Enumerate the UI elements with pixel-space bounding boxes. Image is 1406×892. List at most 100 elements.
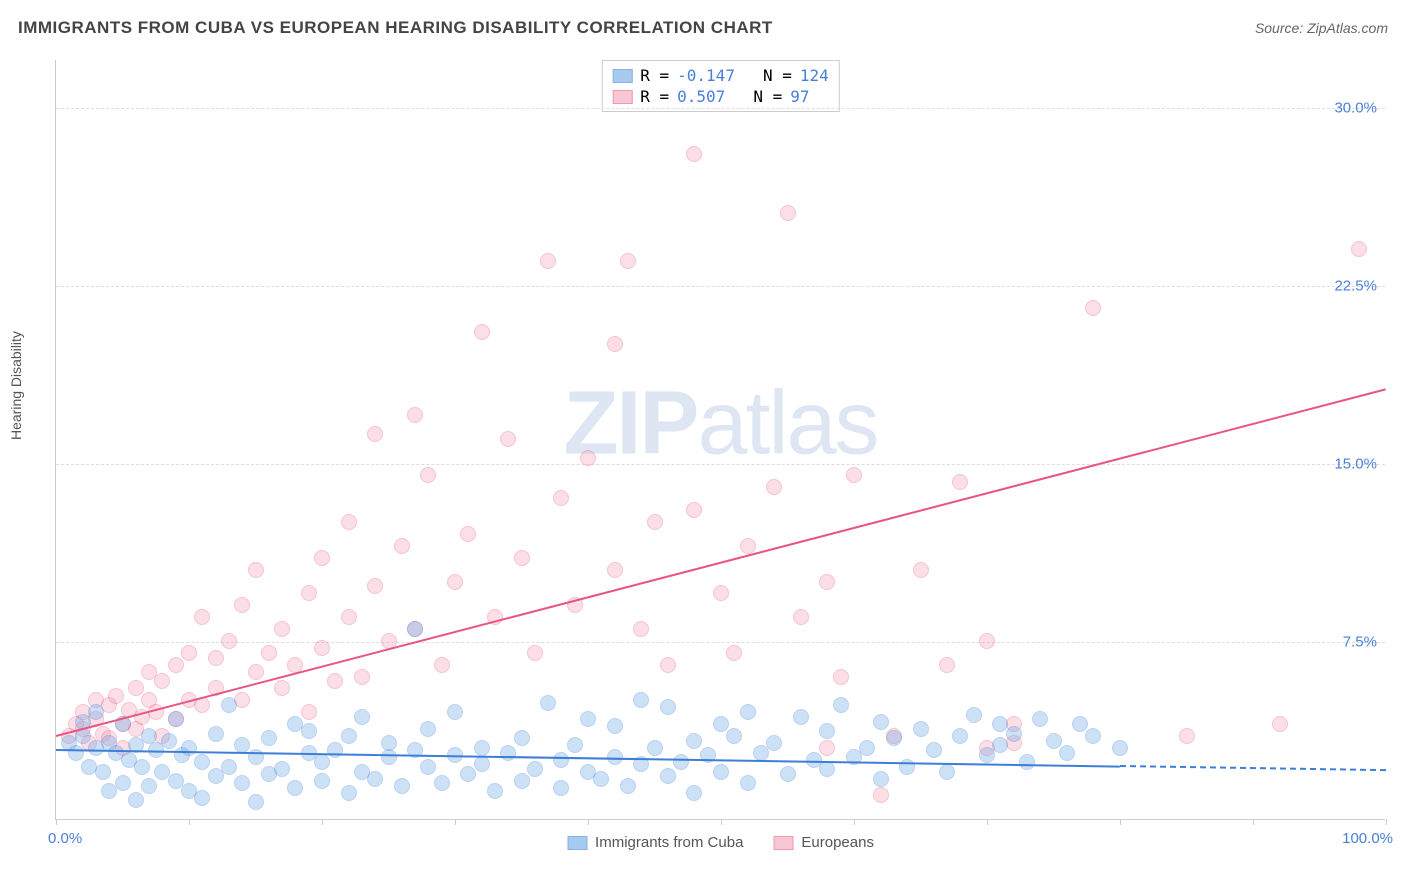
scatter-point-cuba [553, 752, 569, 768]
scatter-point-cuba [580, 711, 596, 727]
y-tick-label: 22.5% [1334, 277, 1377, 294]
scatter-point-cuba [992, 737, 1008, 753]
legend-row-europeans: R = 0.507 N = 97 [612, 86, 829, 107]
scatter-point-cuba [234, 775, 250, 791]
scatter-point-europeans [873, 787, 889, 803]
scatter-point-cuba [1112, 740, 1128, 756]
scatter-point-europeans [221, 633, 237, 649]
scatter-point-europeans [341, 609, 357, 625]
scatter-point-europeans [1085, 300, 1101, 316]
scatter-point-europeans [181, 645, 197, 661]
scatter-point-cuba [740, 704, 756, 720]
scatter-point-cuba [966, 707, 982, 723]
scatter-point-europeans [208, 650, 224, 666]
x-tick [987, 819, 988, 825]
scatter-point-cuba [819, 761, 835, 777]
grid-line [56, 108, 1385, 109]
scatter-point-europeans [780, 205, 796, 221]
x-tick [189, 819, 190, 825]
scatter-point-cuba [407, 621, 423, 637]
legend-swatch-cuba-bottom [567, 836, 587, 850]
scatter-point-europeans [274, 621, 290, 637]
scatter-point-europeans [607, 336, 623, 352]
scatter-point-europeans [607, 562, 623, 578]
scatter-point-europeans [647, 514, 663, 530]
scatter-point-cuba [95, 764, 111, 780]
scatter-point-cuba [514, 730, 530, 746]
scatter-point-europeans [846, 467, 862, 483]
scatter-point-cuba [381, 749, 397, 765]
r-label: R = [640, 66, 669, 85]
scatter-point-europeans [819, 574, 835, 590]
scatter-point-cuba [873, 714, 889, 730]
scatter-point-europeans [713, 585, 729, 601]
scatter-point-europeans [248, 562, 264, 578]
scatter-point-europeans [740, 538, 756, 554]
scatter-point-cuba [713, 716, 729, 732]
scatter-point-cuba [859, 740, 875, 756]
scatter-point-cuba [620, 778, 636, 794]
scatter-point-europeans [367, 426, 383, 442]
scatter-point-cuba [474, 740, 490, 756]
scatter-point-cuba [301, 723, 317, 739]
scatter-point-cuba [274, 761, 290, 777]
scatter-point-europeans [168, 657, 184, 673]
scatter-point-europeans [500, 431, 516, 447]
trend-line-cuba-dash [1120, 765, 1386, 771]
scatter-point-cuba [381, 735, 397, 751]
scatter-point-cuba [553, 780, 569, 796]
scatter-point-cuba [420, 721, 436, 737]
scatter-point-cuba [780, 766, 796, 782]
watermark: ZIPatlas [563, 373, 877, 476]
scatter-point-europeans [514, 550, 530, 566]
scatter-point-cuba [134, 759, 150, 775]
chart-title: IMMIGRANTS FROM CUBA VS EUROPEAN HEARING… [18, 18, 773, 38]
scatter-point-europeans [1272, 716, 1288, 732]
scatter-point-cuba [115, 775, 131, 791]
scatter-point-cuba [221, 697, 237, 713]
scatter-point-cuba [1032, 711, 1048, 727]
scatter-point-cuba [899, 759, 915, 775]
scatter-point-cuba [952, 728, 968, 744]
scatter-point-cuba [341, 785, 357, 801]
scatter-point-cuba [248, 794, 264, 810]
scatter-point-europeans [434, 657, 450, 673]
scatter-point-europeans [527, 645, 543, 661]
scatter-point-europeans [301, 585, 317, 601]
scatter-point-cuba [686, 785, 702, 801]
n-label: N = [753, 87, 782, 106]
scatter-point-europeans [833, 669, 849, 685]
x-tick [588, 819, 589, 825]
scatter-point-europeans [540, 253, 556, 269]
scatter-point-cuba [354, 709, 370, 725]
scatter-point-europeans [580, 450, 596, 466]
chart-header: IMMIGRANTS FROM CUBA VS EUROPEAN HEARING… [18, 18, 1388, 38]
scatter-point-cuba [1072, 716, 1088, 732]
scatter-point-europeans [194, 609, 210, 625]
x-tick [854, 819, 855, 825]
scatter-point-europeans [633, 621, 649, 637]
n-value-cuba: 124 [800, 66, 829, 85]
scatter-point-cuba [341, 728, 357, 744]
scatter-point-europeans [939, 657, 955, 673]
scatter-point-cuba [474, 756, 490, 772]
scatter-point-europeans [726, 645, 742, 661]
scatter-point-europeans [128, 680, 144, 696]
scatter-point-cuba [487, 783, 503, 799]
scatter-point-cuba [567, 737, 583, 753]
scatter-point-europeans [234, 597, 250, 613]
scatter-point-cuba [527, 761, 543, 777]
scatter-point-cuba [128, 792, 144, 808]
scatter-point-cuba [367, 771, 383, 787]
scatter-point-europeans [274, 680, 290, 696]
scatter-point-cuba [208, 726, 224, 742]
scatter-point-cuba [593, 771, 609, 787]
scatter-point-europeans [394, 538, 410, 554]
scatter-point-europeans [367, 578, 383, 594]
r-value-cuba: -0.147 [677, 66, 735, 85]
scatter-point-europeans [474, 324, 490, 340]
x-tick [721, 819, 722, 825]
scatter-point-cuba [1059, 745, 1075, 761]
scatter-point-europeans [686, 146, 702, 162]
scatter-point-europeans [952, 474, 968, 490]
